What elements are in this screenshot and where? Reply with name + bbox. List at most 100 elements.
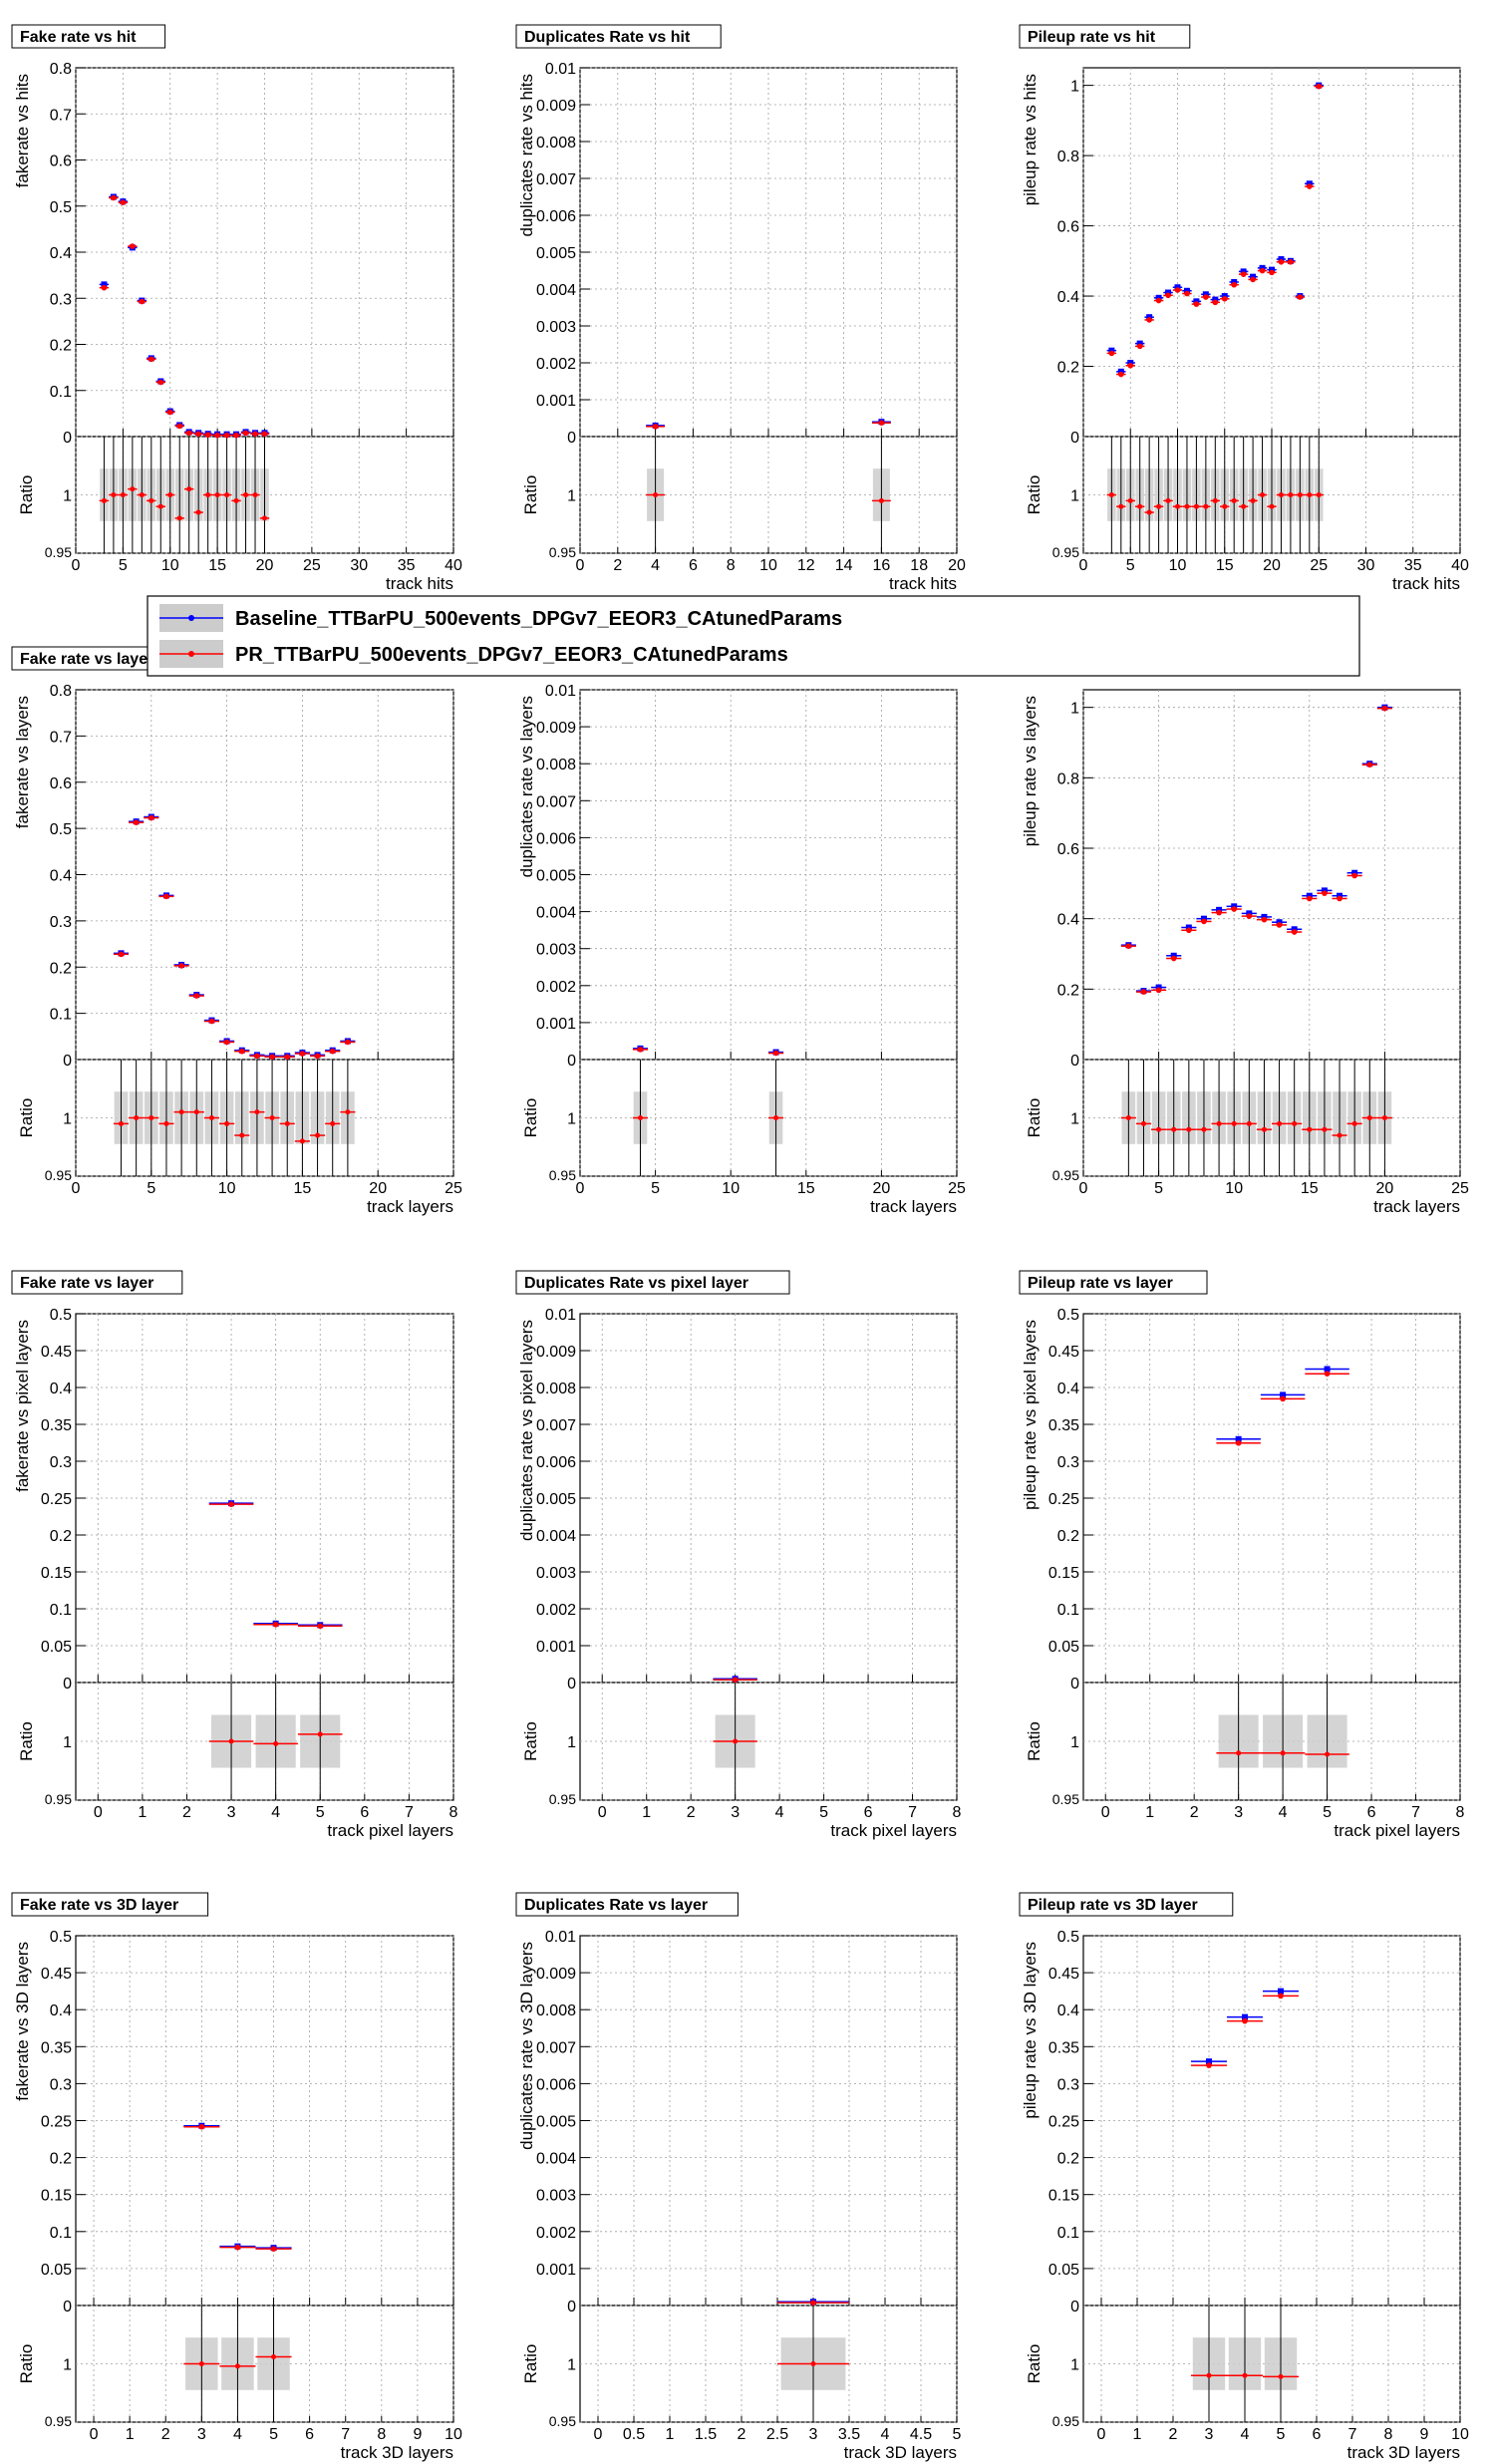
legend-label: PR_TTBarPU_500events_DPGv7_EEOR3_CAtuned… [235,644,788,666]
x-axis-label: track hits [386,574,453,593]
ratio-point [1212,497,1218,503]
ratio-point [1146,509,1152,515]
x-tick-label: 0 [598,1804,607,1821]
chart-panel-4: 0 5 10 15 20 25 0 0.1 0.2 0.3 0.4 0.5 0.6 0.7 0.8 1 0.95… [11,646,462,1216]
pr-point [118,951,125,958]
pr-point [329,1048,336,1055]
ratio-point [1108,492,1114,497]
pr-point [178,963,184,969]
y-tick-label: 0.3 [1057,2076,1079,2093]
y-tick-label: 0.8 [1057,770,1079,787]
ratio-point [198,2361,204,2366]
y-tick-label: 0 [1070,1053,1079,1070]
ratio-point [1171,1126,1177,1132]
ratio-point [1241,503,1247,509]
x-tick-label: 10 [1169,557,1187,574]
x-tick-label: 7 [405,1804,414,1821]
pr-point [1291,929,1298,935]
ratio-point [1261,1126,1267,1132]
ratio-point [167,492,173,497]
x-tick-label: 6 [305,2426,314,2443]
x-tick-label: 0 [1079,1180,1088,1197]
pr-point [242,430,249,437]
ratio-point [149,497,154,503]
x-tick-label: 3 [227,1804,236,1821]
y-tick-label: 0.008 [536,1381,576,1397]
y-tick-label: 0.002 [536,979,576,996]
baseline-point [1242,2013,1248,2020]
y-tick-label: 0.007 [536,2039,576,2056]
ratio-tick-label: 1 [1070,488,1079,505]
x-tick-label: 10 [161,557,179,574]
chart-panel-11: 0 0.5 1 1.5 2 2.5 3 3.5 4 4.5 5 0 0.001 0.002 0.003 0.0… [515,1892,962,2462]
y-tick-label: 0.05 [41,2262,72,2279]
ratio-tick-label: 1 [1070,2357,1079,2374]
x-tick-label: 1 [642,1804,651,1821]
ratio-tick-label: 0.95 [549,1791,576,1807]
x-tick-label: 20 [1376,1180,1394,1197]
x-tick-label: 8 [1456,1804,1465,1821]
title-box [515,24,722,49]
y-tick-label: 0.005 [536,245,576,262]
ratio-point [195,509,201,515]
y-tick-label: 0.003 [536,1565,576,1582]
y-axis-label: fakerate vs 3D layers [13,1942,32,2101]
y-tick-label: 0.005 [536,1491,576,1508]
ratio-point [1165,497,1171,503]
baseline-point [1206,2058,1212,2065]
ratio-point [157,503,163,509]
y-tick-label: 0.15 [41,1565,72,1582]
ratio-point [1231,1120,1237,1126]
pr-point [120,199,127,205]
ratio-point [637,1115,643,1120]
x-tick-label: 8 [727,557,736,574]
y-tick-label: 0.2 [50,2151,72,2168]
pr-point [252,431,258,438]
y-tick-label: 0.25 [41,2114,72,2131]
y-tick-label: 0.01 [545,1307,576,1324]
x-tick-label: 0 [576,1180,585,1197]
y-tick-label: 0 [567,1053,576,1070]
y-tick-label: 0.1 [50,384,72,401]
pr-point [195,431,201,438]
legend: Baseline_TTBarPU_500events_DPGv7_EEOR3_C… [147,595,1360,677]
y-tick-label: 0.4 [1057,289,1079,306]
ratio-point [228,1738,234,1744]
x-tick-label: 15 [208,557,226,574]
x-axis-label: track pixel layers [327,1821,453,1840]
y-tick-label: 0.009 [536,1344,576,1361]
y-tick-label: 0.7 [50,729,72,746]
y-tick-label: 0.1 [50,1602,72,1619]
pr-point [223,432,230,439]
x-tick-label: 5 [651,1180,660,1197]
x-axis-label: track hits [889,574,957,593]
ratio-point [271,2353,277,2359]
chart-panel-12: 0 1 2 3 4 5 6 7 8 9 10 0 0.05 0.1 0.15 0.2 0.25 0.3 0.35 0.… [1019,1892,1469,2462]
ratio-point [1206,2372,1212,2378]
x-tick-label: 4 [1279,1804,1288,1821]
ratio-point [1250,497,1256,503]
y-tick-label: 0.001 [536,393,576,410]
ratio-point [1246,1120,1252,1126]
y-tick-label: 0.01 [545,1929,576,1946]
y-tick-label: 0.2 [50,1528,72,1545]
ratio-axis-label: Ratio [521,1721,540,1761]
pr-point [1155,297,1162,304]
x-axis-label: track hits [1392,574,1460,593]
ratio-point [1322,1126,1328,1132]
pr-point [133,819,140,825]
y-tick-label: 0.8 [50,683,72,700]
chart-title: Fake rate vs 3D layer [20,1897,178,1914]
pr-point [101,284,108,291]
x-tick-label: 2 [182,1804,191,1821]
y-tick-label: 0.2 [1057,360,1079,377]
pr-point [269,1054,275,1061]
ratio-point [1216,1120,1222,1126]
ratio-axis-label: Ratio [1025,1098,1044,1138]
title-box [11,1892,209,1917]
x-axis-label: track 3D layers [341,2443,453,2462]
pr-point [1231,906,1237,912]
pr-point [1297,294,1304,300]
x-tick-label: 4.5 [910,2426,932,2443]
ratio-point [252,492,258,497]
